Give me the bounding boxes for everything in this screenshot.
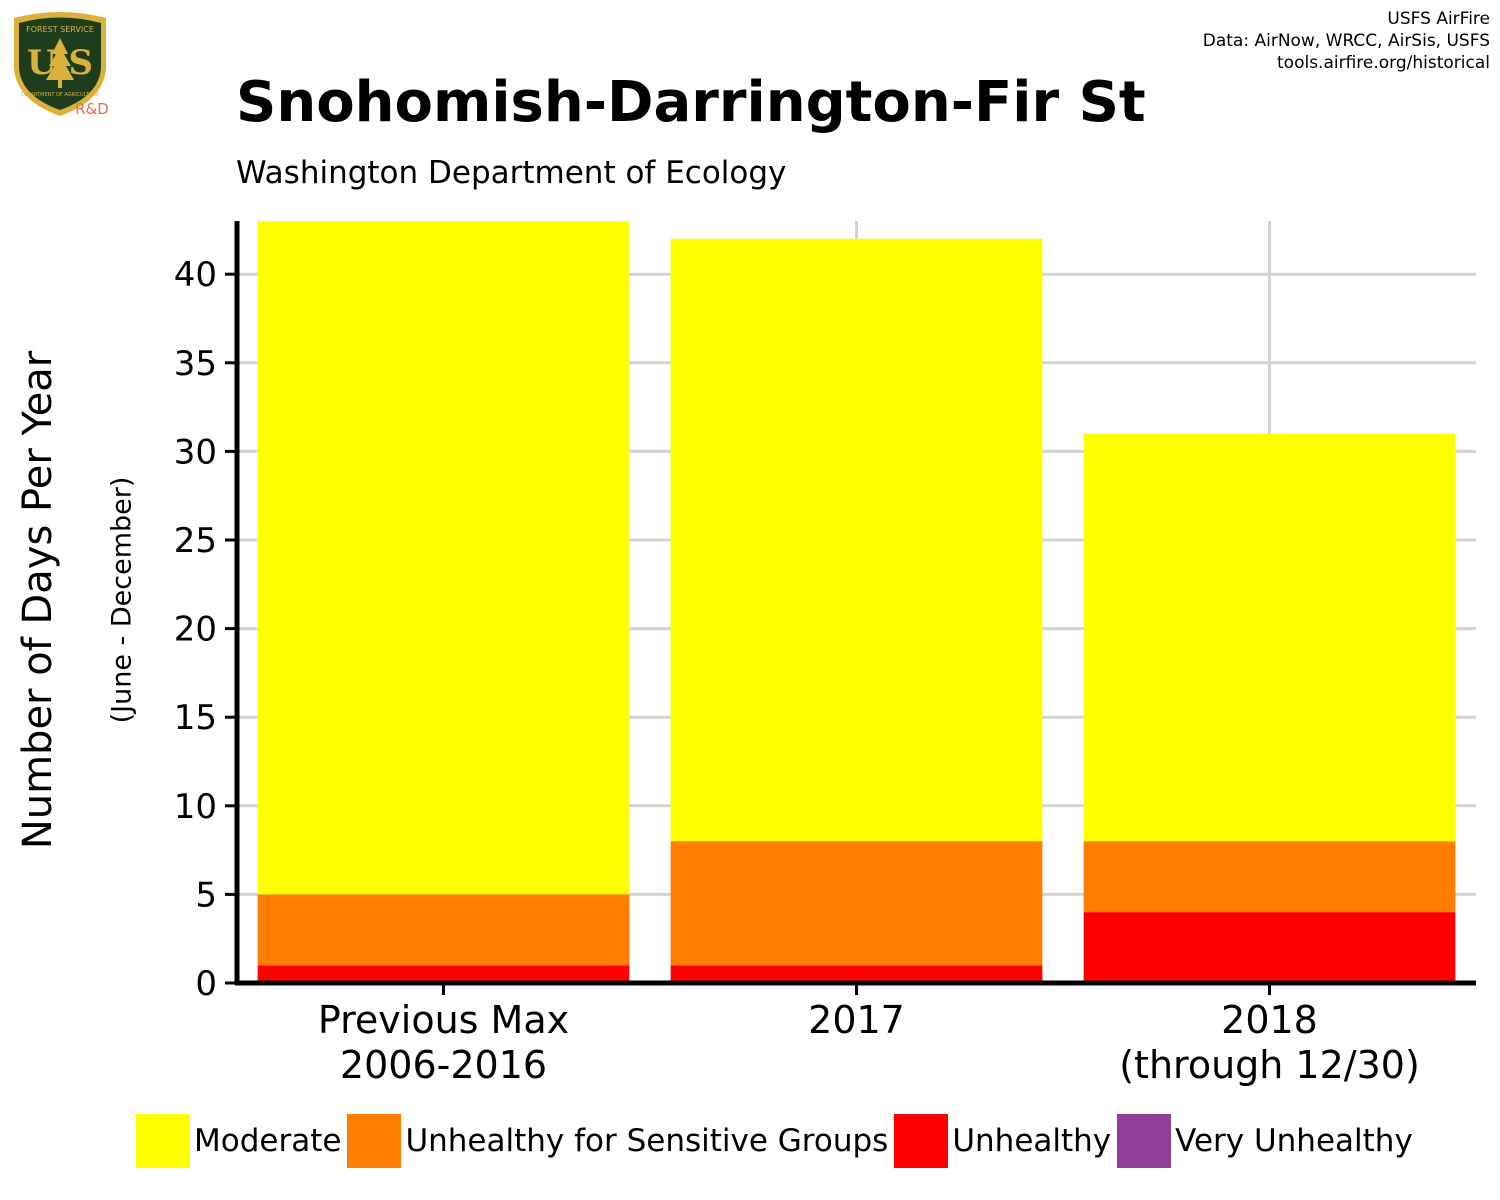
legend-item: Very Unhealthy	[1117, 1114, 1413, 1168]
bar-segment	[670, 965, 1043, 983]
bar-segment	[1083, 912, 1456, 983]
y-tick-label: 0	[195, 964, 217, 1004]
bar-segment	[1083, 841, 1456, 913]
logo-rd-text: R&D	[75, 100, 109, 118]
y-tick-label: 30	[174, 432, 217, 472]
y-tick-label: 10	[174, 787, 217, 827]
y-tick-label: 25	[174, 521, 217, 561]
y-tick-label: 35	[174, 344, 217, 384]
legend-swatch	[347, 1114, 402, 1168]
legend-swatch	[136, 1114, 190, 1168]
logo-top-text: FOREST SERVICE	[26, 25, 94, 34]
credit-line-2: Data: AirNow, WRCC, AirSis, USFS	[1202, 31, 1490, 51]
y-tick-label: 5	[195, 875, 217, 915]
bar-segment	[257, 221, 630, 895]
chart-subtitle: Washington Department of Ecology	[236, 155, 787, 191]
legend-label: Unhealthy	[952, 1123, 1112, 1159]
legend: Moderate Unhealthy for Sensitive Groups Un…	[136, 1114, 1419, 1168]
legend-swatch	[1117, 1114, 1172, 1168]
credits: USFS AirFire Data: AirNow, WRCC, AirSis,…	[1203, 8, 1490, 74]
x-tick-label: 2017	[808, 998, 905, 1042]
x-tick-label: 2018	[1221, 998, 1318, 1042]
bar-segment	[257, 965, 630, 983]
forest-service-shield-icon: FOREST SERVICE U S DEPARTMENT OF AGRICUL…	[14, 12, 109, 118]
bar-segment	[670, 238, 1043, 842]
legend-swatch	[894, 1114, 949, 1168]
legend-label: Unhealthy for Sensitive Groups	[405, 1123, 889, 1159]
y-tick-label: 15	[174, 698, 217, 738]
legend-label: Moderate	[194, 1123, 342, 1159]
bar-segment	[1083, 433, 1456, 842]
legend-item: Moderate	[136, 1114, 341, 1168]
credit-line-3: tools.airfire.org/historical	[1277, 53, 1490, 73]
legend-item: Unhealthy	[894, 1114, 1111, 1168]
y-tick-label: 20	[174, 610, 217, 650]
credit-line-1: USFS AirFire	[1387, 9, 1490, 29]
legend-item: Unhealthy for Sensitive Groups	[347, 1114, 888, 1168]
y-tick-label: 40	[174, 255, 217, 295]
bar-segment	[257, 894, 630, 966]
x-tick-label: Previous Max	[318, 998, 569, 1042]
chart-title: Snohomish-Darrington-Fir St	[236, 70, 1146, 135]
legend-label: Very Unhealthy	[1175, 1123, 1413, 1159]
logo-bottom-text: DEPARTMENT OF AGRICULTURE	[21, 92, 99, 98]
bar-segment	[670, 841, 1043, 966]
x-tick-label: 2006-2016	[340, 1043, 547, 1087]
x-tick-label: (through 12/30)	[1119, 1043, 1420, 1087]
